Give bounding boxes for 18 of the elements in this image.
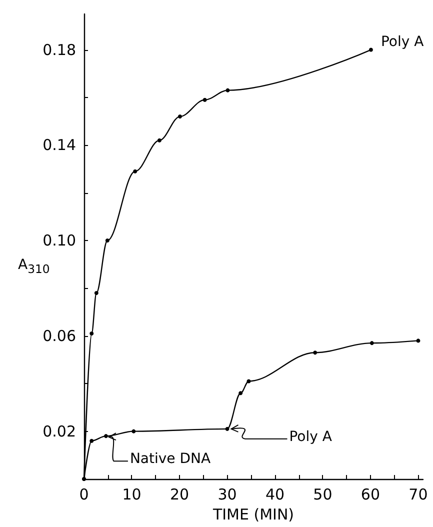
y-tick-label: 0.14 <box>42 136 76 154</box>
x-tick-label: 20 <box>170 486 190 504</box>
y-axis-title: A$_{310}$ <box>18 256 50 276</box>
x-tick-label: 40 <box>265 486 285 504</box>
y-tick-label: 0.18 <box>42 40 76 59</box>
y-tick-label: 0.06 <box>42 326 76 345</box>
x-tick-label: 10 <box>122 486 142 504</box>
x-tick-label: 0 <box>79 486 89 504</box>
x-tick-label: 60 <box>360 486 380 504</box>
y-tick-label: 0.10 <box>42 232 76 250</box>
series-label: Native DNA <box>130 451 211 468</box>
x-axis-title: TIME (MIN) <box>212 506 294 524</box>
y-tick-label: 0.02 <box>42 422 76 440</box>
series-label: Poly A <box>380 34 424 50</box>
x-tick-label: 70 <box>408 486 428 504</box>
x-tick-label: 50 <box>313 486 332 504</box>
x-tick-label: 30 <box>218 486 237 504</box>
annotation: Poly A <box>289 428 332 445</box>
